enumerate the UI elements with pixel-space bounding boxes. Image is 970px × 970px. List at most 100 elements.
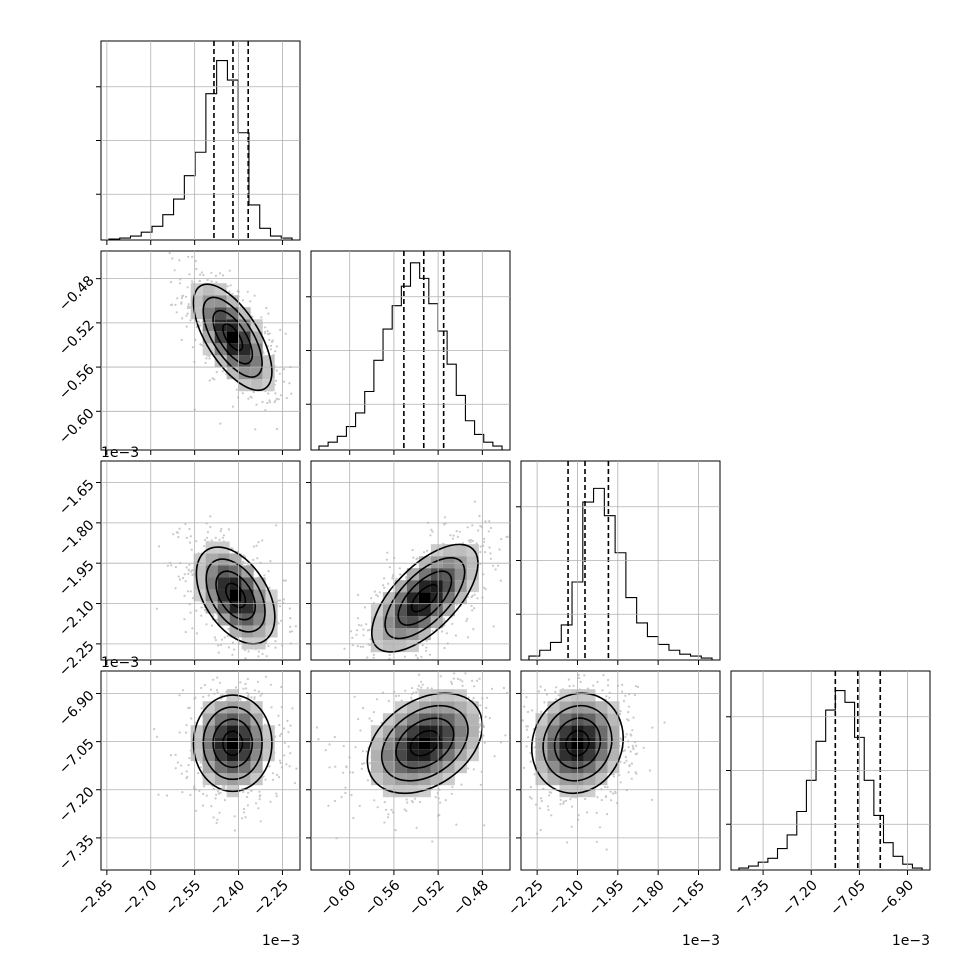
- density-cell: [382, 713, 395, 726]
- density-cell: [607, 737, 620, 750]
- contour-line: [225, 582, 247, 609]
- density-cell: [238, 773, 251, 786]
- scatter-panel-2-3: [520, 670, 721, 871]
- density-cell: [214, 737, 227, 750]
- density-cell: [229, 589, 242, 602]
- density-cell: [193, 577, 206, 590]
- density-cell: [214, 701, 227, 714]
- density-cell: [430, 604, 443, 617]
- y-tick-label: −7.05: [56, 736, 98, 778]
- density-cell: [406, 580, 419, 593]
- density-cell: [595, 737, 608, 750]
- density-cell: [547, 749, 560, 762]
- density-cell: [250, 737, 263, 750]
- contour-line: [542, 704, 613, 782]
- density-cell: [466, 713, 479, 726]
- contour-line: [222, 730, 244, 757]
- contour-line: [395, 717, 455, 770]
- density-cell: [250, 749, 263, 762]
- density-cell: [466, 701, 479, 714]
- density-cell: [418, 689, 431, 702]
- density-cell: [418, 616, 431, 629]
- density-cell: [214, 283, 227, 296]
- density-cell: [190, 749, 203, 762]
- density-cell: [583, 749, 596, 762]
- density-cell: [466, 556, 479, 569]
- density-cell: [442, 713, 455, 726]
- density-cell: [442, 604, 455, 617]
- density-cell: [205, 553, 218, 566]
- contour-line: [202, 296, 263, 378]
- density-cell: [406, 749, 419, 762]
- panel-frame: [100, 250, 301, 451]
- y-tick-label: −7.20: [56, 784, 98, 826]
- x-tick-label: −1.95: [586, 877, 628, 919]
- density-cell: [559, 785, 572, 798]
- y-tick-label: −2.10: [56, 598, 98, 640]
- density-cell: [406, 713, 419, 726]
- contour-line: [371, 543, 479, 653]
- histogram-step: [318, 262, 503, 450]
- scatter-panel-0-1: [100, 250, 301, 451]
- scatter-panel-1-2: [310, 460, 511, 661]
- contour-line: [380, 704, 469, 782]
- density-cell: [430, 713, 443, 726]
- density-cell: [226, 737, 239, 750]
- histogram-step: [528, 487, 713, 660]
- density-cell: [430, 616, 443, 629]
- x-tick-label: −7.20: [779, 877, 821, 919]
- density-cell: [595, 773, 608, 786]
- x-tick-label: −0.60: [318, 877, 360, 919]
- density-cell: [250, 331, 263, 344]
- y-tick-label: −1.95: [56, 558, 98, 600]
- x-tick-label: −0.48: [450, 877, 492, 919]
- y-tick-label: −2.25: [56, 638, 98, 680]
- contour-line: [192, 694, 273, 793]
- density-cell: [265, 613, 278, 626]
- density-cell: [226, 319, 239, 332]
- density-cell: [394, 761, 407, 774]
- density-cell: [442, 689, 455, 702]
- density-cell: [370, 749, 383, 762]
- y-scale-label: 1e−3: [101, 445, 139, 461]
- scatter-panel-1-3: [310, 670, 511, 871]
- density-cell: [250, 701, 263, 714]
- density-cell: [382, 773, 395, 786]
- x-tick-label: −1.65: [666, 877, 708, 919]
- x-tick-label: −1.80: [626, 877, 668, 919]
- density-cell: [454, 761, 467, 774]
- density-cell: [202, 307, 215, 320]
- x-tick-label: −6.90: [875, 877, 917, 919]
- density-cell: [250, 355, 263, 368]
- density-cell: [370, 761, 383, 774]
- density-cell: [394, 628, 407, 641]
- contour-line: [192, 283, 273, 392]
- density-cell: [250, 773, 263, 786]
- panel-frame: [310, 460, 511, 661]
- density-cell: [442, 737, 455, 750]
- x-tick-label: −2.40: [207, 877, 249, 919]
- y-tick-label: −0.60: [56, 406, 98, 448]
- density-cell: [202, 283, 215, 296]
- density-cell: [559, 725, 572, 738]
- density-cell: [193, 589, 206, 602]
- x-scale-label: 1e−3: [892, 933, 930, 949]
- x-tick-label: −7.35: [731, 877, 773, 919]
- density-cell: [214, 307, 227, 320]
- density-cell: [226, 331, 239, 344]
- y-tick-label: −7.35: [56, 832, 98, 874]
- density-cell: [547, 737, 560, 750]
- density-cell: [262, 737, 275, 750]
- density-cell: [250, 367, 263, 380]
- density-cell: [418, 785, 431, 798]
- contour-line: [202, 706, 263, 781]
- density-cell: [430, 725, 443, 738]
- panel-frame: [520, 670, 721, 871]
- x-tick-label: −2.25: [505, 877, 547, 919]
- density-cell: [583, 725, 596, 738]
- density-cell: [250, 343, 263, 356]
- density-cell: [442, 592, 455, 605]
- density-cell: [265, 589, 278, 602]
- contour-line: [565, 729, 590, 757]
